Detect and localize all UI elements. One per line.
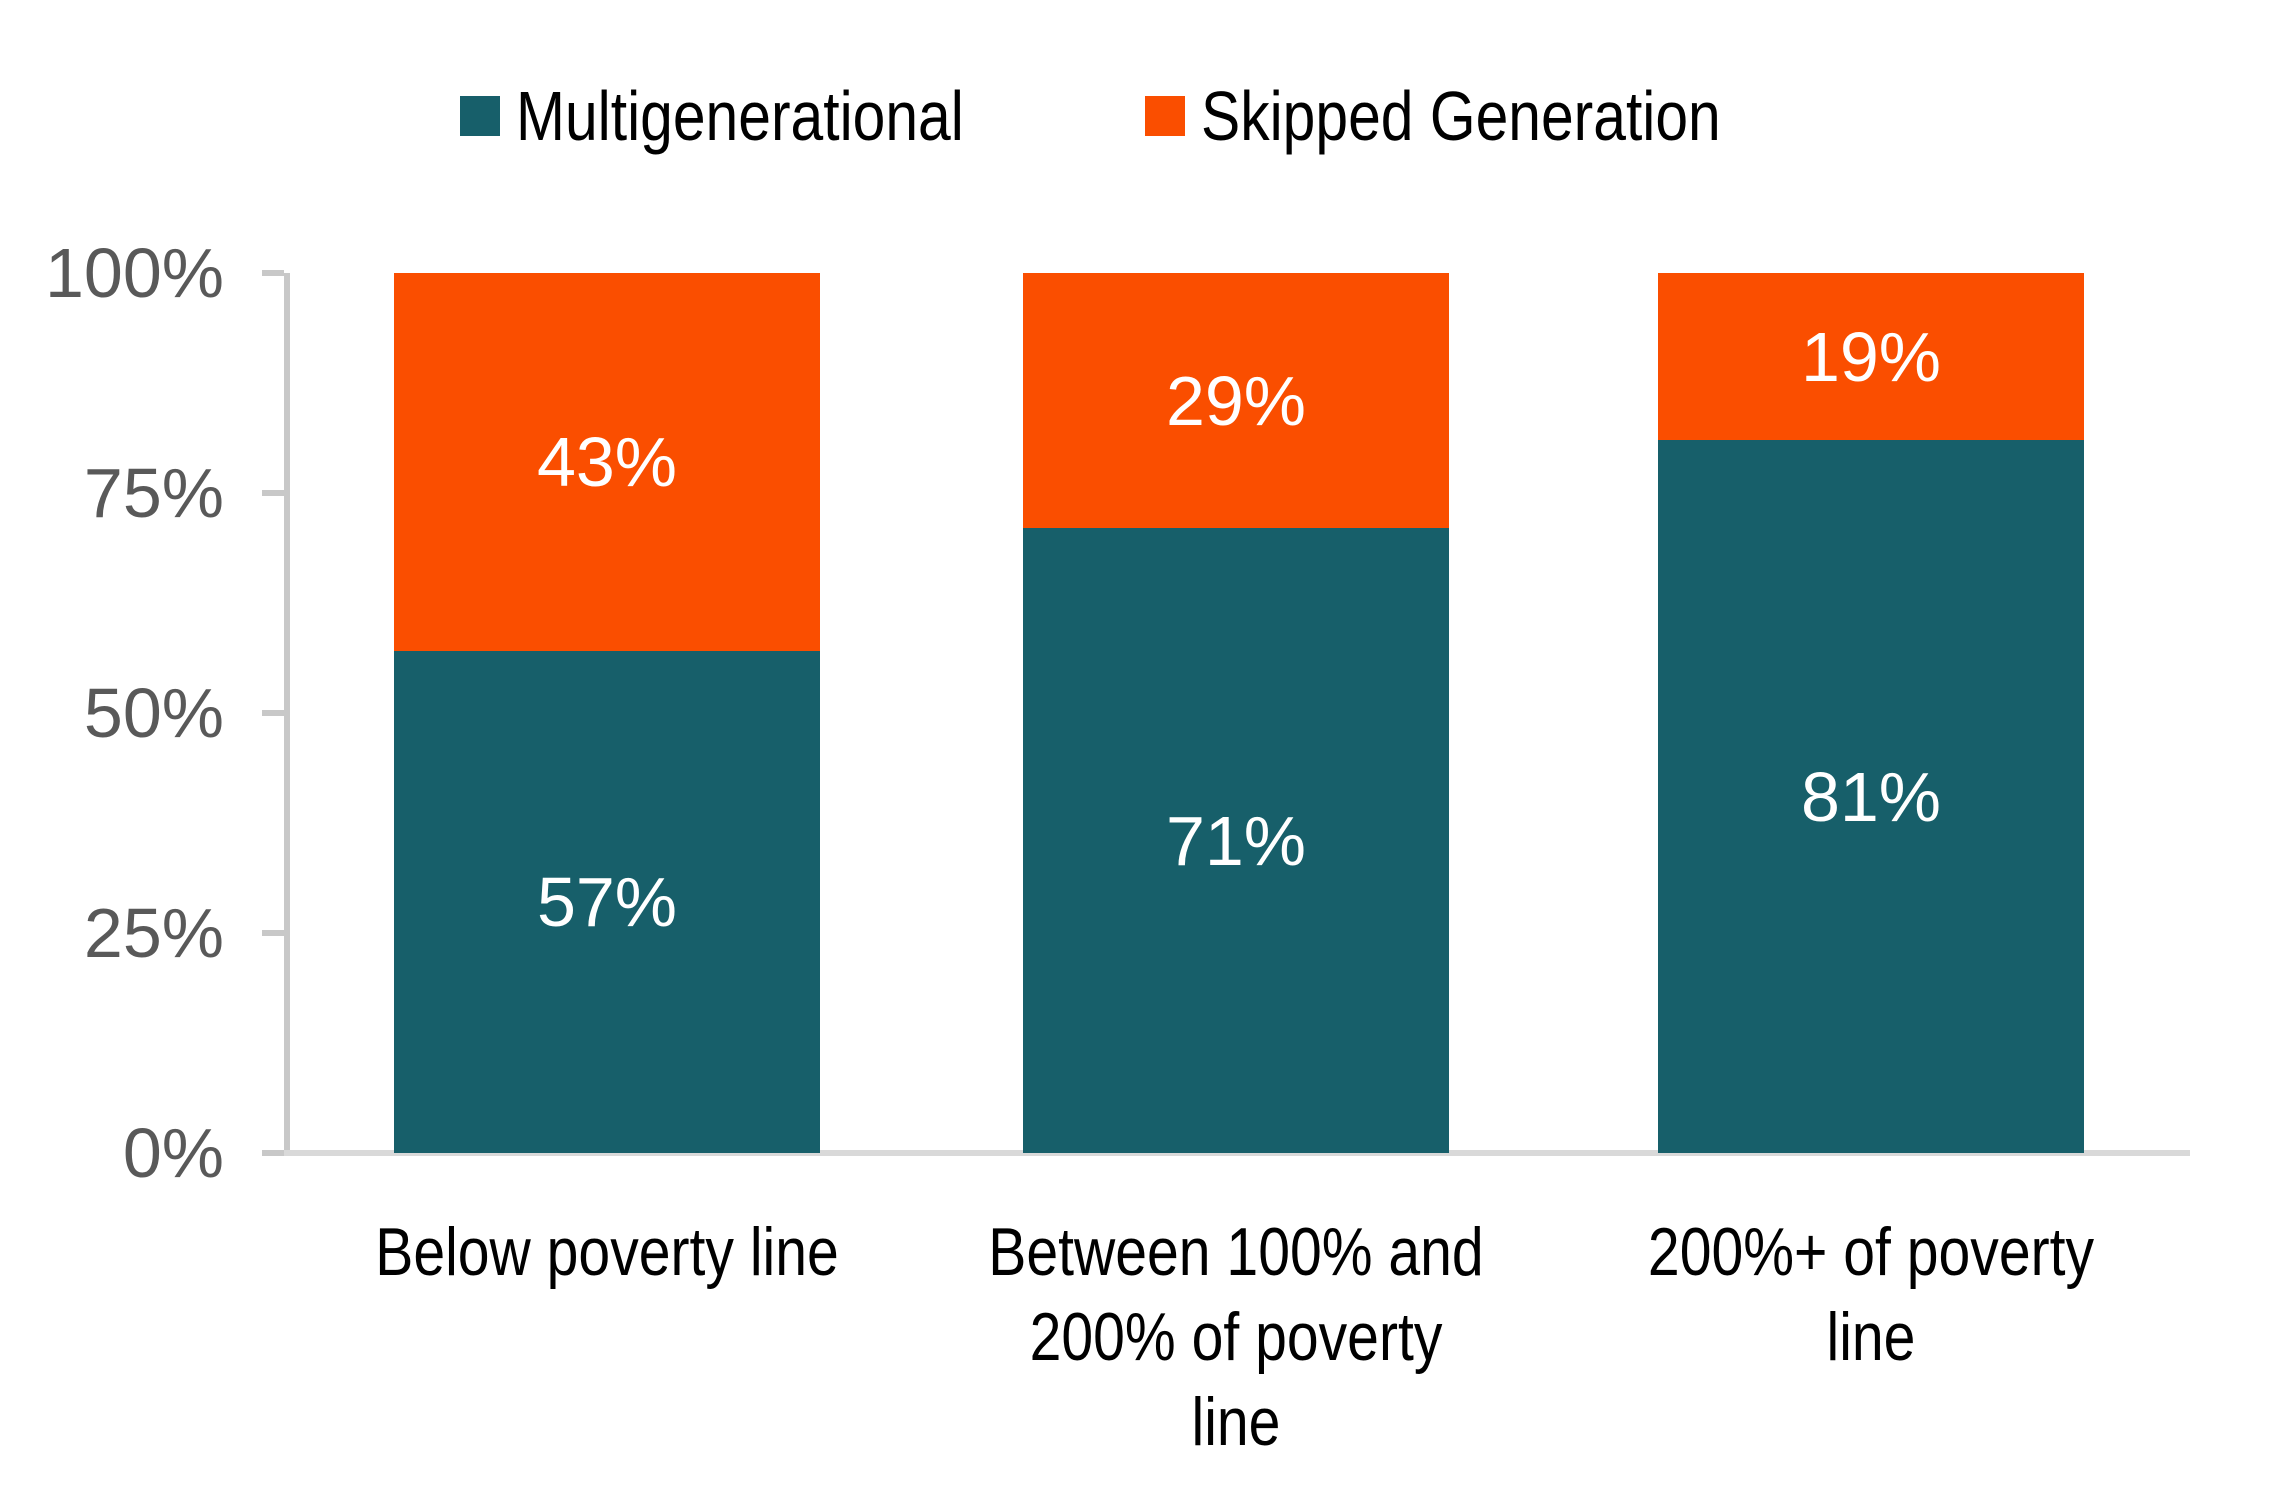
y-axis-tick-label: 0% — [122, 1114, 224, 1192]
bar-segment-value-label: 71% — [1165, 801, 1307, 880]
legend-item-skipped-generation: Skipped Generation — [1145, 76, 1820, 156]
legend-label: Skipped Generation — [1201, 77, 1721, 155]
bar-segment-multigenerational: 57% — [394, 651, 820, 1153]
y-axis-tick-mark — [262, 1150, 284, 1156]
y-axis-tick-mark — [262, 490, 284, 496]
y-axis-tick-mark — [262, 270, 284, 276]
x-axis-category-label: 200%+ of poverty line — [1569, 1210, 2174, 1380]
bar-segment-multigenerational: 81% — [1658, 440, 2084, 1153]
x-axis-category-label-line: line — [1826, 1299, 1916, 1375]
x-axis-category-label-line: Below poverty line — [375, 1214, 839, 1290]
bar-segment-multigenerational: 71% — [1023, 528, 1449, 1153]
y-axis-tick-label: 100% — [44, 234, 224, 312]
x-axis-category-label-line: Between 100% and — [988, 1214, 1484, 1290]
legend-swatch-skipped-generation — [1145, 96, 1186, 136]
y-axis-tick-mark — [262, 930, 284, 936]
legend-swatch-multigenerational — [460, 96, 501, 136]
x-axis-category-label-line: 200% of poverty — [1029, 1299, 1443, 1375]
legend-label: Multigenerational — [516, 77, 964, 155]
chart-legend: Multigenerational Skipped Generation — [0, 70, 2280, 162]
legend-item-multigenerational: Multigenerational — [460, 76, 1049, 156]
y-axis-tick-label: 25% — [83, 894, 224, 972]
bar-segment-value-label: 57% — [536, 863, 678, 942]
bar-segment-value-label: 81% — [1800, 757, 1942, 836]
y-axis-line — [284, 273, 290, 1156]
y-axis-tick-mark — [262, 710, 284, 716]
x-axis-category-label: Between 100% and 200% of poverty line — [934, 1210, 1539, 1465]
y-axis-tick-label: 75% — [83, 454, 224, 532]
bar-segment-value-label: 19% — [1800, 317, 1942, 396]
x-axis-category-label-line: 200%+ of poverty — [1647, 1214, 2095, 1290]
bar-segment-value-label: 29% — [1165, 361, 1307, 440]
x-axis-category-label: Below poverty line — [305, 1210, 910, 1295]
bar-segment-skipped-generation: 43% — [394, 273, 820, 652]
bar-segment-skipped-generation: 19% — [1658, 273, 2084, 441]
bar-segment-skipped-generation: 29% — [1023, 273, 1449, 529]
x-axis-category-label-line: line — [1191, 1384, 1281, 1460]
y-axis-tick-label: 50% — [83, 674, 224, 752]
bar-segment-value-label: 43% — [536, 423, 678, 502]
x-axis-line — [262, 1150, 2190, 1156]
